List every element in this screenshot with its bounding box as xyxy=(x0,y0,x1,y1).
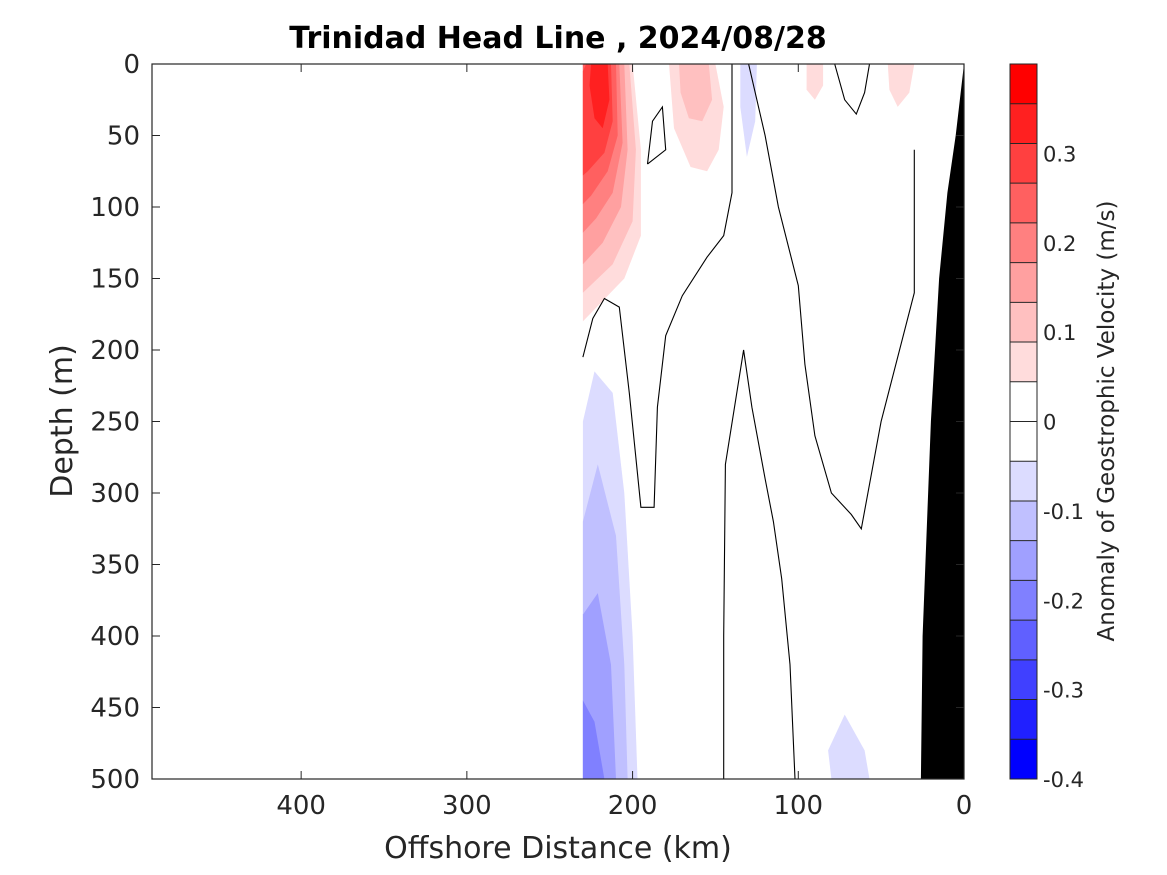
colorbar-tick-label: -0.2 xyxy=(1043,589,1084,613)
colorbar-swatch xyxy=(1010,262,1037,303)
velocity-fill-region xyxy=(887,64,915,107)
plot-area xyxy=(151,63,965,780)
x-tick-label: 400 xyxy=(276,791,326,821)
y-axis: 0 50 100 150 200 250 300 350 400 450 500 xyxy=(90,50,964,795)
velocity-fills xyxy=(582,64,915,779)
colorbar-tick-label: -0.1 xyxy=(1043,500,1084,524)
y-tick-label: 200 xyxy=(90,336,140,366)
colorbar-swatch xyxy=(1010,381,1037,422)
y-tick-label: 350 xyxy=(90,551,140,581)
land-mask-polygon xyxy=(920,64,964,779)
colorbar-swatch xyxy=(1010,302,1037,343)
y-tick-label: 400 xyxy=(90,622,140,652)
colorbar-tick-label: -0.4 xyxy=(1043,768,1084,792)
colorbar-swatch xyxy=(1010,421,1037,462)
zero-contour-line xyxy=(834,64,871,116)
y-tick-label: 250 xyxy=(90,408,140,438)
colorbar-swatch xyxy=(1010,143,1037,184)
velocity-fill-region xyxy=(740,64,757,157)
x-tick-label: 300 xyxy=(442,791,492,821)
colorbar-swatch xyxy=(1010,342,1037,382)
y-tick-label: 450 xyxy=(90,694,140,724)
velocity-fill-region xyxy=(679,64,713,122)
colorbar-swatch xyxy=(1010,183,1037,223)
plot-background xyxy=(152,64,964,779)
colorbar-label: Anomaly of Geostrophic Velocity (m/s) xyxy=(1094,201,1120,642)
velocity-fill-region xyxy=(582,700,605,779)
colorbar-swatch xyxy=(1010,580,1037,621)
velocity-fill-region xyxy=(806,64,824,100)
x-tick-label: 0 xyxy=(956,791,973,821)
colorbar: -0.4 -0.3 -0.2 -0.1 0 0.1 0.2 0.3 xyxy=(1009,63,1084,792)
colorbar-swatch xyxy=(1010,461,1037,501)
zero-contours xyxy=(582,64,915,779)
zero-contour-line xyxy=(582,64,733,508)
colorbar-frame xyxy=(1009,63,1038,780)
chart-title: Trinidad Head Line , 2024/08/28 xyxy=(289,21,826,56)
x-tick-label: 200 xyxy=(608,791,658,821)
colorbar-tick-label: -0.3 xyxy=(1043,679,1084,703)
colorbar-tick-label: 0.3 xyxy=(1043,142,1076,166)
colorbar-swatch xyxy=(1010,500,1037,541)
velocity-fill-region xyxy=(589,64,610,129)
y-tick-label: 100 xyxy=(90,193,140,223)
colorbar-swatch xyxy=(1010,540,1037,581)
zero-contour-line xyxy=(748,64,915,531)
zero-contour-line xyxy=(646,105,667,165)
colorbar-swatch xyxy=(1010,64,1037,104)
y-tick-label: 500 xyxy=(90,765,140,795)
x-axis: 400 300 200 100 0 xyxy=(276,64,972,821)
colorbar-swatch xyxy=(1010,222,1037,263)
land-mask xyxy=(920,64,964,779)
colorbar-swatch xyxy=(1010,739,1037,779)
y-axis-label: Depth (m) xyxy=(45,344,80,498)
colorbar-swatch xyxy=(1010,103,1037,144)
colorbar-tick-label: 0.2 xyxy=(1043,232,1076,256)
x-tick-label: 100 xyxy=(773,791,823,821)
colorbar-swatch xyxy=(1010,699,1037,740)
velocity-fill-region xyxy=(828,714,870,779)
y-tick-label: 300 xyxy=(90,479,140,509)
y-tick-label: 0 xyxy=(123,50,140,80)
colorbar-swatch xyxy=(1010,620,1037,660)
y-tick-label: 50 xyxy=(107,122,140,152)
x-axis-label: Offshore Distance (km) xyxy=(384,831,732,866)
colorbar-swatch xyxy=(1010,659,1037,700)
y-tick-label: 150 xyxy=(90,265,140,295)
zero-contour-line xyxy=(723,349,796,779)
colorbar-tick-label: 0.1 xyxy=(1043,321,1076,345)
colorbar-tick-label: 0 xyxy=(1043,411,1056,435)
